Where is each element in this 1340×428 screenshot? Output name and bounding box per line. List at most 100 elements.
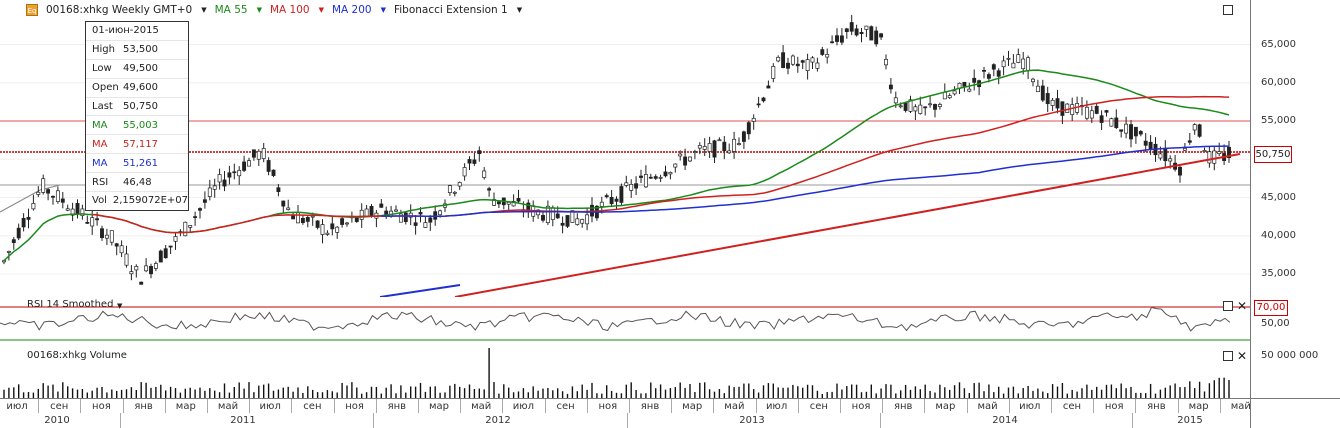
month-tick: [375, 399, 377, 413]
volume-close-icon[interactable]: ✕: [1237, 349, 1248, 363]
rsi-panel[interactable]: RSI 14 Smoothed ▼ ✕: [0, 297, 1250, 348]
year-label: 2014: [992, 415, 1018, 426]
tooltip-value: 53,500: [123, 44, 158, 56]
volume-maximize-icon[interactable]: [1223, 351, 1233, 361]
candle-body: [884, 58, 888, 66]
candle-body: [1021, 58, 1026, 70]
ma55-dropdown-icon[interactable]: ▼: [256, 6, 262, 14]
candle-body: [629, 184, 634, 191]
month-label: мар: [428, 401, 450, 412]
ma55-label[interactable]: MA 55: [214, 4, 248, 16]
rsi-close-icon[interactable]: ✕: [1237, 299, 1248, 313]
candle-body: [1060, 101, 1065, 116]
month-label: июл: [765, 401, 788, 412]
rsi-dropdown-icon[interactable]: ▼: [117, 302, 123, 310]
candle-body: [496, 201, 501, 205]
candle-body: [31, 203, 36, 210]
rsi-title[interactable]: RSI 14 Smoothed: [27, 299, 114, 310]
candle-body: [51, 195, 55, 198]
candle-body: [790, 55, 795, 65]
candle-body: [854, 28, 859, 36]
candle-body: [653, 176, 658, 179]
month-label: ноя: [1104, 401, 1124, 412]
candle-body: [599, 201, 604, 207]
month-label: янв: [134, 401, 153, 412]
month-tick: [460, 399, 462, 413]
candle-body: [276, 187, 281, 192]
ma200-label[interactable]: MA 200: [331, 4, 372, 16]
rsi-maximize-icon[interactable]: [1223, 301, 1233, 311]
candle-body: [825, 54, 830, 58]
candle-body: [648, 176, 653, 179]
candle-body: [550, 207, 555, 220]
fib-dropdown-icon[interactable]: ▼: [516, 6, 523, 14]
month-tick: [418, 399, 419, 413]
candle-body: [952, 90, 957, 95]
rsi-chart[interactable]: [0, 297, 1250, 347]
candle-body: [482, 170, 487, 178]
price-chart[interactable]: [0, 0, 1250, 297]
candle-body: [634, 183, 639, 189]
ma100-dropdown-icon[interactable]: ▼: [318, 6, 324, 14]
candle-body: [291, 215, 296, 220]
candle-body: [433, 211, 438, 220]
candle-body: [95, 218, 100, 221]
candle-body: [913, 106, 918, 112]
candle-body: [864, 25, 869, 30]
month-label: ноя: [92, 401, 111, 412]
candle-body: [90, 217, 95, 227]
candle-body: [413, 222, 418, 226]
axis-corner: [1250, 398, 1340, 428]
year-label: 2013: [739, 415, 765, 426]
candle-body: [1055, 98, 1060, 109]
tooltip-row: MA 55,003: [86, 115, 188, 134]
candle-body: [2, 260, 6, 263]
candle-body: [1217, 151, 1222, 155]
candle-body: [810, 57, 815, 63]
month-tick: [629, 399, 630, 413]
ma200-dropdown-icon[interactable]: ▼: [380, 6, 386, 14]
volume-chart[interactable]: [0, 347, 1250, 398]
volume-panel[interactable]: 00168:xhkg Volume ✕: [0, 347, 1250, 398]
symbol-dropdown-icon[interactable]: ▼: [201, 6, 207, 14]
candle-body: [403, 212, 408, 222]
candle-body: [663, 171, 668, 177]
month-tick: [1135, 399, 1137, 413]
candle-body: [732, 138, 737, 152]
volume-title[interactable]: 00168:xhkg Volume: [27, 350, 127, 361]
candle-body: [741, 131, 746, 142]
month-label: май: [217, 401, 239, 412]
candle-body: [903, 102, 908, 111]
rsi-level-badge: 70,00: [1254, 300, 1288, 316]
month-label: июл: [259, 401, 281, 412]
ma100-label[interactable]: MA 100: [269, 4, 310, 16]
month-label: сен: [50, 401, 69, 412]
price-panel[interactable]: Eq 00168:xhkg Weekly GMT+0 ▼ MA 55 ▼ MA 10…: [0, 0, 1250, 298]
month-label: мар: [1188, 401, 1209, 412]
candle-body: [697, 145, 702, 149]
tooltip-key: Last: [92, 101, 113, 112]
month-label: ноя: [598, 401, 618, 412]
month-tick: [1219, 399, 1221, 413]
candle-body: [207, 187, 212, 197]
candle-body: [21, 217, 26, 228]
fib-label[interactable]: Fibonacci Extension 1: [393, 4, 508, 16]
candle-body: [1212, 150, 1217, 164]
candle-body: [923, 106, 928, 109]
maximize-icon[interactable]: [1223, 5, 1233, 15]
month-tick: [797, 399, 799, 413]
candle-body: [986, 74, 991, 79]
candle-body: [815, 62, 820, 69]
symbol-label[interactable]: 00168:xhkg Weekly GMT+0: [46, 4, 193, 16]
candle-body: [340, 218, 345, 225]
candle-body: [898, 105, 903, 108]
tooltip-row: MA 57,117: [86, 134, 188, 153]
tooltip-key: MA: [92, 157, 108, 169]
candle-body: [688, 156, 692, 162]
candle-body: [1207, 151, 1212, 164]
candle-body: [286, 207, 291, 210]
candle-body: [756, 103, 761, 106]
candle-body: [874, 30, 879, 45]
candle-body: [149, 266, 153, 275]
candle-body: [104, 234, 109, 239]
